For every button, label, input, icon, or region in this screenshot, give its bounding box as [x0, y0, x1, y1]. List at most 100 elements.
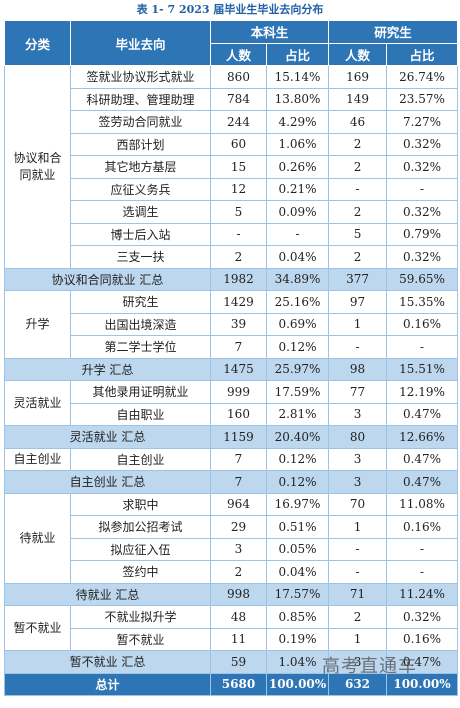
value-cell: 1 — [328, 627, 388, 651]
summary-cell: 20.40% — [265, 425, 330, 449]
group-cell: 暂不就业 — [4, 605, 71, 651]
value-cell: - — [328, 560, 388, 584]
summary-cell: 59.65% — [386, 267, 459, 291]
summary-cell: 15.51% — [386, 357, 459, 381]
summary-cell: 377 — [328, 267, 388, 291]
value-cell: 12 — [210, 177, 267, 201]
summary-row: 暂不就业 汇总 59 1.04% 3 0.47% — [4, 650, 459, 674]
data-row: 自主创业 自主创业 7 0.12% 3 0.47% — [4, 447, 459, 471]
value-cell: 0.47% — [386, 402, 459, 426]
value-cell: 2.81% — [265, 402, 330, 426]
summary-cell: 59 — [210, 650, 267, 674]
total-row: 总计 5680 100.00% 632 100.00% — [4, 672, 459, 696]
header-cell: 研究生 — [328, 20, 459, 44]
summary-cell: 1.04% — [265, 650, 330, 674]
summary-cell: 5680 — [210, 672, 267, 696]
header-cell: 人数 — [210, 42, 267, 66]
value-cell: - — [328, 177, 388, 201]
value-cell: 26.74% — [386, 65, 459, 89]
value-cell: 2 — [328, 245, 388, 269]
destination-cell: 不就业拟升学 — [70, 605, 211, 629]
table-body: 协议和合同就业 签就业协议形式就业 860 15.14% 169 26.74% 科研助理、管… — [4, 65, 459, 696]
value-cell: 999 — [210, 380, 267, 404]
value-cell: 0.79% — [386, 222, 459, 246]
destination-cell: 暂不就业 — [70, 627, 211, 651]
value-cell: 0.04% — [265, 245, 330, 269]
value-cell: - — [386, 560, 459, 584]
summary-label: 暂不就业 汇总 — [4, 650, 211, 674]
value-cell: 2 — [210, 245, 267, 269]
value-cell: 0.05% — [265, 537, 330, 561]
value-cell: 29 — [210, 515, 267, 539]
summary-cell: 98 — [328, 357, 388, 381]
destination-cell: 自由职业 — [70, 402, 211, 426]
data-row: 拟参加公招考试 29 0.51% 1 0.16% — [5, 515, 459, 539]
value-cell: 0.16% — [386, 515, 459, 539]
summary-label: 总计 — [4, 672, 211, 696]
value-cell: 5 — [328, 222, 388, 246]
destination-cell: 其它地方基层 — [70, 155, 211, 179]
data-row: 选调生 5 0.09% 2 0.32% — [5, 200, 459, 224]
destination-cell: 拟参加公招考试 — [70, 515, 211, 539]
value-cell: 23.57% — [386, 87, 459, 111]
destination-cell: 求职中 — [70, 492, 211, 516]
value-cell: 4.29% — [265, 110, 330, 134]
value-cell: 160 — [210, 402, 267, 426]
value-cell: 2 — [328, 605, 388, 629]
value-cell: - — [386, 537, 459, 561]
data-row: 待就业 求职中 964 16.97% 70 11.08% — [4, 492, 459, 584]
table: 分类 毕业去向 本科生 研究生 人数 占比 人数 占比 协议和合同就业 签就业协议… — [4, 20, 459, 696]
value-cell: 0.12% — [265, 335, 330, 359]
value-cell: 2 — [210, 560, 267, 584]
data-row: 三支一扶 2 0.04% 2 0.32% — [5, 245, 459, 269]
summary-cell: 998 — [210, 582, 267, 606]
header-cell: 占比 — [386, 42, 459, 66]
value-cell: - — [328, 537, 388, 561]
summary-cell: 12.66% — [386, 425, 459, 449]
value-cell: 15.35% — [386, 290, 459, 314]
value-cell: 77 — [328, 380, 388, 404]
value-cell: 784 — [210, 87, 267, 111]
header-cell: 分类 — [4, 20, 71, 66]
value-cell: 3 — [328, 447, 388, 471]
data-row: 自由职业 160 2.81% 3 0.47% — [5, 402, 459, 426]
summary-cell: 25.97% — [265, 357, 330, 381]
data-row: 灵活就业 其他录用证明就业 999 17.59% 77 12.19% — [4, 380, 459, 426]
destination-cell: 出国出境深造 — [70, 312, 211, 336]
value-cell: 0.26% — [265, 155, 330, 179]
summary-cell: 1475 — [210, 357, 267, 381]
summary-cell: 7 — [210, 470, 267, 494]
value-cell: 17.59% — [265, 380, 330, 404]
value-cell: 12.19% — [386, 380, 459, 404]
table-title: 表 1- 7 2023 届毕业生毕业去向分布 — [136, 3, 324, 16]
summary-label: 升学 汇总 — [4, 357, 211, 381]
data-row: 其它地方基层 15 0.26% 2 0.32% — [5, 155, 459, 179]
summary-cell: 0.47% — [386, 470, 459, 494]
group-cell: 待就业 — [4, 492, 71, 584]
value-cell: - — [328, 335, 388, 359]
value-cell: 2 — [328, 132, 388, 156]
data-row: 暂不就业 11 0.19% 1 0.16% — [5, 627, 459, 651]
value-cell: 13.80% — [265, 87, 330, 111]
value-cell: 25.16% — [265, 290, 330, 314]
summary-label: 待就业 汇总 — [4, 582, 211, 606]
value-cell: 0.19% — [265, 627, 330, 651]
summary-cell: 0.47% — [386, 650, 459, 674]
value-cell: 0.16% — [386, 627, 459, 651]
destination-cell: 第二学士学位 — [70, 335, 211, 359]
value-cell: 60 — [210, 132, 267, 156]
destination-cell: 签就业协议形式就业 — [70, 65, 211, 89]
summary-cell: 100.00% — [265, 672, 330, 696]
value-cell: 244 — [210, 110, 267, 134]
summary-cell: 34.89% — [265, 267, 330, 291]
value-cell: 0.09% — [265, 200, 330, 224]
value-cell: 11.08% — [386, 492, 459, 516]
destination-cell: 拟应征入伍 — [70, 537, 211, 561]
header-cell: 本科生 — [209, 20, 330, 44]
data-row: 暂不就业 不就业拟升学 48 0.85% 2 0.32% — [4, 605, 459, 651]
summary-cell: 80 — [328, 425, 388, 449]
summary-row: 待就业 汇总 998 17.57% 71 11.24% — [4, 582, 459, 606]
data-row: 协议和合同就业 签就业协议形式就业 860 15.14% 169 26.74% — [4, 65, 459, 269]
destination-cell: 三支一扶 — [70, 245, 211, 269]
value-cell: - — [386, 177, 459, 201]
